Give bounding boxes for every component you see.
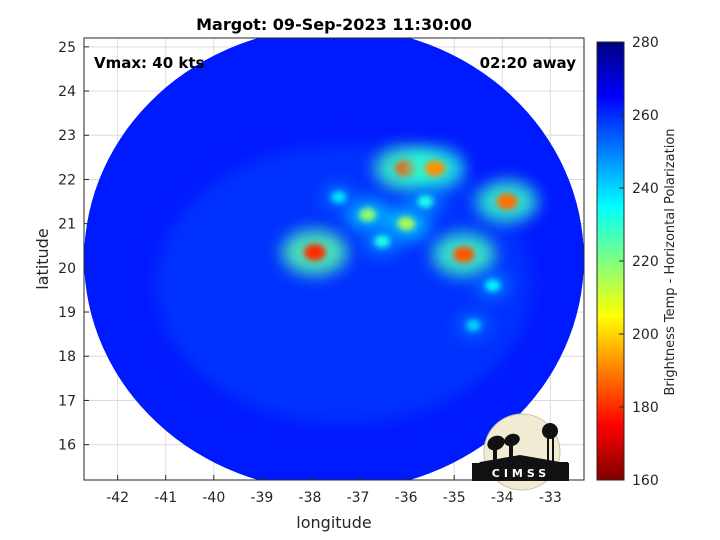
x-axis-label: longitude [296,513,371,532]
feature-4 [476,180,538,223]
logo-text: CIMSS [492,467,550,480]
feature-core [331,191,347,204]
colorbar-label: Brightness Temp - Horizontal Polarizatio… [663,128,678,395]
x-tick-label: -40 [202,490,225,506]
y-tick-label: 16 [58,438,76,454]
feature-core [359,208,377,222]
feature-core [417,195,434,208]
x-tick-label: -34 [491,490,514,506]
x-tick-label: -39 [250,490,273,506]
x-tick-label: -36 [395,490,418,506]
x-tick-label: -41 [154,490,177,506]
feature-11 [457,313,490,338]
feature-core [397,216,415,231]
y-tick-label: 24 [58,84,76,100]
y-tick-label: 19 [58,305,76,321]
y-tick-label: 18 [58,349,76,365]
y-tick-label: 20 [58,261,76,277]
plot-frame [83,37,585,481]
feature-core [496,193,518,210]
feature-5 [345,198,390,231]
feature-7 [363,227,401,255]
feature-0 [281,229,348,276]
colorbar-tick-label: 280 [632,35,659,51]
colorbar-tick-label: 160 [632,473,659,489]
feature-10 [475,272,510,299]
feature-core [303,244,326,261]
colorbar-tick-label: 220 [632,254,659,270]
y-tick-label: 17 [58,393,76,409]
feature-core [453,246,475,263]
x-tick-label: -42 [106,490,129,506]
feature-3 [405,147,465,189]
time-away-annotation: 02:20 away [480,54,577,72]
y-tick-label: 25 [58,40,76,56]
x-tick-label: -37 [347,490,370,506]
chart-title: Margot: 09-Sep-2023 11:30:00 [196,15,472,34]
feature-1 [432,232,496,277]
feature-8 [322,184,356,210]
logo-band [472,463,569,481]
feature-core [466,319,481,332]
feature-core [374,235,390,248]
swath-shading [156,144,532,424]
colorbar-tick-label: 180 [632,400,659,416]
x-tick-label: -35 [443,490,466,506]
colorbar-tick-label: 240 [632,181,659,197]
y-tick-label: 21 [58,217,76,233]
feature-core [424,160,446,177]
colorbar-tick-label: 260 [632,108,659,124]
y-tick-label: 23 [58,128,76,144]
vmax-annotation: Vmax: 40 kts [94,54,204,72]
x-tick-label: -33 [539,490,562,506]
y-tick-label: 22 [58,172,76,188]
colorbar-tick-label: 200 [632,327,659,343]
cimss-logo: CIMSS [472,413,569,491]
x-axis: -42 -41 -40 -39 -38 -37 -36 -35 -34 -33 [106,475,562,506]
x-tick-label: -38 [299,490,322,506]
brightness-temp-swath [84,38,584,480]
colorbar-ticks: 160 180 200 220 240 260 280 [619,35,659,489]
y-axis: 16 17 18 19 20 21 22 23 24 25 [58,40,89,454]
y-axis-label: latitude [33,228,52,289]
feature-core [485,279,501,292]
feature-9 [406,188,444,215]
